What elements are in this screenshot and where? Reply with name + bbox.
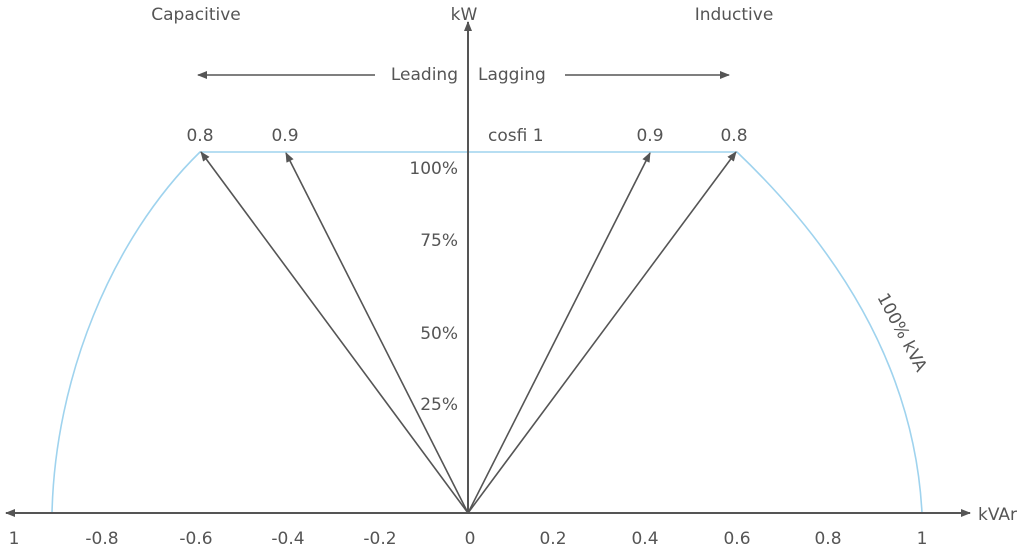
y-tick-100: 100% <box>409 159 458 179</box>
x-tick: 0 <box>465 529 476 549</box>
x-tick: -0.6 <box>179 529 212 549</box>
x-tick: -0.2 <box>363 529 396 549</box>
kva-limit-curve <box>51 151 923 514</box>
pf-label-left-0.8: 0.8 <box>186 126 213 146</box>
lagging-label: Lagging <box>478 65 546 85</box>
x-tick: 0.6 <box>723 529 750 549</box>
pf-label-right-0.8: 0.8 <box>720 126 747 146</box>
y-tick-25: 25% <box>420 395 458 415</box>
pf-label-right-0.9: 0.9 <box>636 126 663 146</box>
vector-leading-0.8 <box>200 151 469 514</box>
pf-label-left-0.9: 0.9 <box>271 126 298 146</box>
x-tick: 0.2 <box>539 529 566 549</box>
y-tick-75: 75% <box>420 231 458 251</box>
kw-axis-label: kW <box>451 5 478 25</box>
kva-curve-label: 100% kVA <box>873 290 931 376</box>
x-tick: 1 <box>9 529 20 549</box>
inductive-label: Inductive <box>695 5 774 25</box>
x-tick: -0.8 <box>85 529 118 549</box>
vector-lagging-0.9 <box>467 152 651 514</box>
x-tick: -0.4 <box>271 529 304 549</box>
cosfi-label: cosfi 1 <box>488 126 544 146</box>
x-tick-labels: 1 -0.8 -0.6 -0.4 -0.2 0 0.2 0.4 0.6 0.8 … <box>9 529 928 549</box>
kvar-axis-label: kVAr <box>978 505 1017 525</box>
leading-label: Leading <box>391 65 458 85</box>
y-tick-50: 50% <box>420 324 458 344</box>
x-tick: 0.8 <box>814 529 841 549</box>
x-tick: 0.4 <box>631 529 658 549</box>
vector-leading-0.9 <box>285 152 469 514</box>
capacitive-label: Capacitive <box>151 5 240 25</box>
x-tick: 1 <box>917 529 928 549</box>
vector-lagging-0.8 <box>467 151 737 514</box>
